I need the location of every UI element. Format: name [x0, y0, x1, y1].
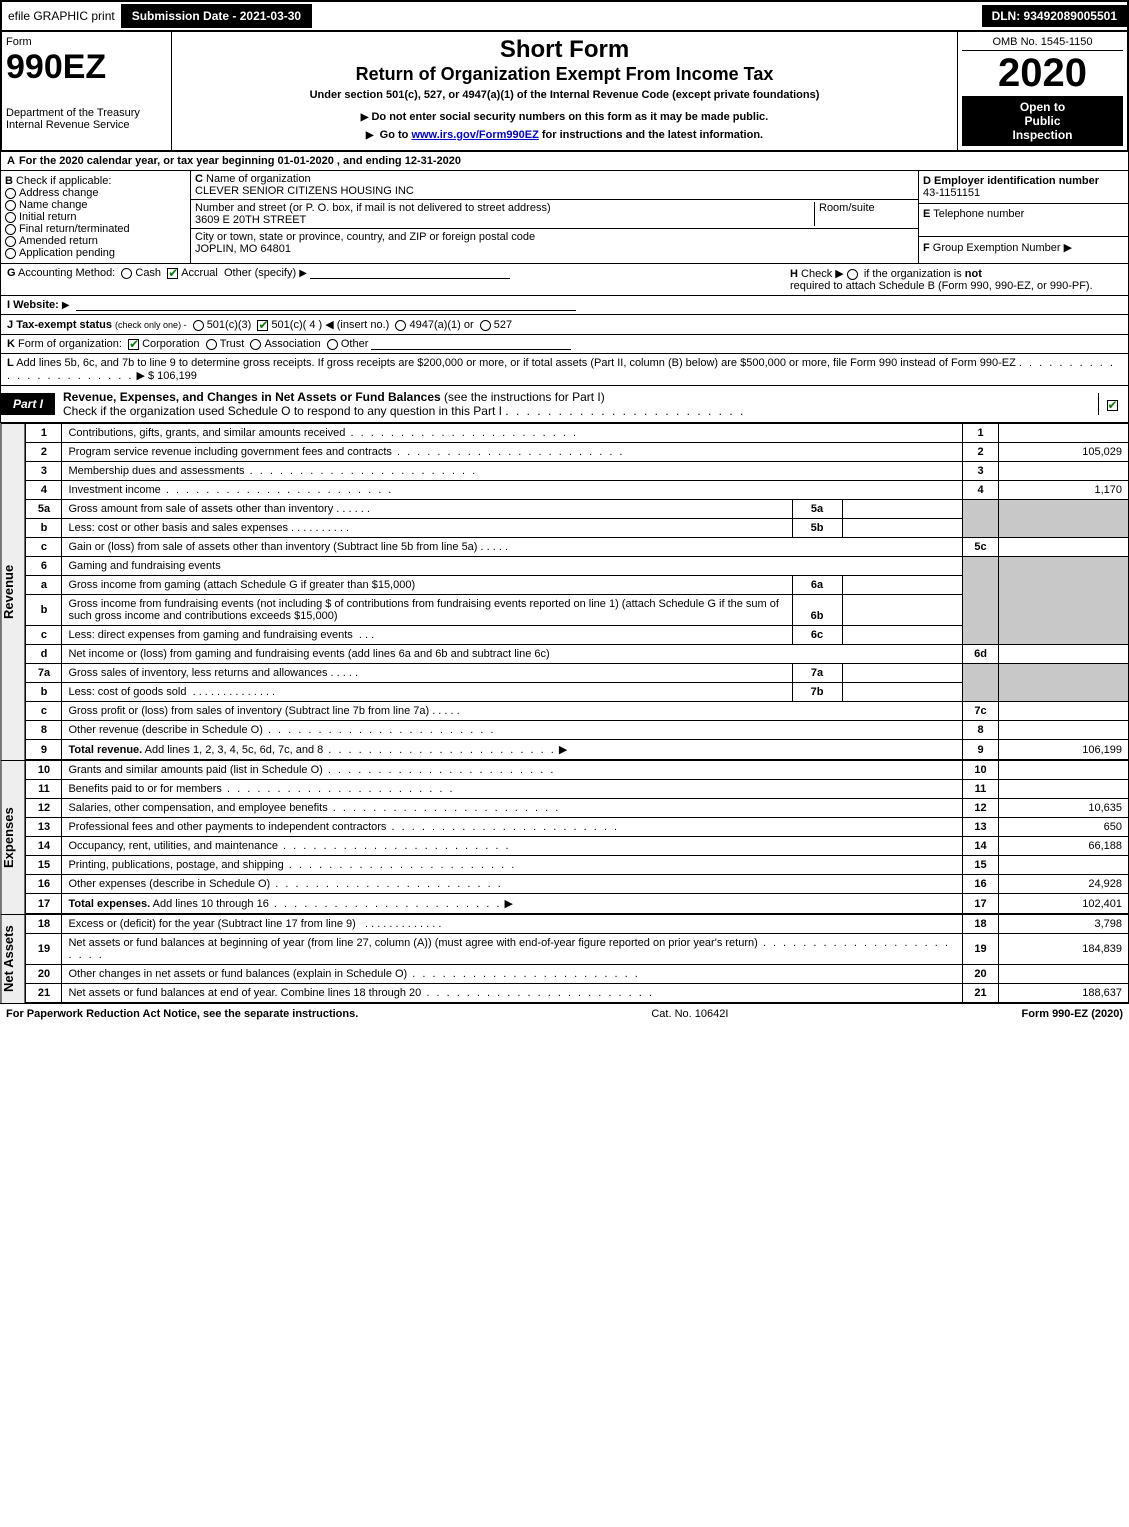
radio-other[interactable]: [327, 339, 338, 350]
radio-cash[interactable]: [121, 268, 132, 279]
checkbox-amended-return[interactable]: [5, 236, 16, 247]
radio-527[interactable]: [480, 320, 491, 331]
tax-year: 2020: [962, 51, 1123, 96]
arrow-icon: [366, 129, 377, 141]
title-return: Return of Organization Exempt From Incom…: [176, 64, 953, 85]
arrow-icon: [62, 299, 73, 311]
expenses-label: Expenses: [0, 760, 25, 914]
line-i: I Website:: [0, 296, 1129, 315]
radio-501c[interactable]: [257, 320, 268, 331]
ein-value: 43-1151151: [923, 187, 980, 199]
omb-number: OMB No. 1545-1150: [962, 36, 1123, 51]
accounting-method-label: Accounting Method:: [18, 267, 115, 279]
entity-info-block: B Check if applicable: Address change Na…: [0, 171, 1129, 264]
check-if-applicable: Check if applicable:: [16, 175, 111, 187]
radio-trust[interactable]: [206, 339, 217, 350]
expenses-table: 10Grants and similar amounts paid (list …: [25, 760, 1129, 914]
arrow-icon: [299, 267, 310, 279]
line-g-h: G Accounting Method: Cash Accrual Other …: [0, 264, 1129, 296]
letter-l: L: [7, 357, 14, 369]
letter-c: C: [195, 173, 203, 185]
city-state-zip: JOPLIN, MO 64801: [195, 243, 291, 255]
check-h-text: Check ▶: [801, 268, 844, 280]
top-toolbar: efile GRAPHIC print Submission Date - 20…: [0, 0, 1129, 32]
room-suite-label: Room/suite: [814, 202, 914, 226]
org-name: CLEVER SENIOR CITIZENS HOUSING INC: [195, 185, 414, 197]
paperwork-notice: For Paperwork Reduction Act Notice, see …: [6, 1008, 358, 1020]
letter-a: A: [7, 155, 15, 167]
form-number: 990EZ: [6, 48, 167, 87]
line-l: L Add lines 5b, 6c, and 7b to line 9 to …: [0, 354, 1129, 386]
letter-b: B: [5, 175, 13, 187]
expenses-section: Expenses 10Grants and similar amounts pa…: [0, 760, 1129, 914]
radio-4947[interactable]: [395, 320, 406, 331]
form-word: Form: [6, 36, 167, 48]
other-specify-input[interactable]: [310, 267, 510, 279]
page-footer: For Paperwork Reduction Act Notice, see …: [0, 1003, 1129, 1024]
gross-receipts-text: Add lines 5b, 6c, and 7b to line 9 to de…: [16, 357, 1016, 369]
form-of-org-label: Form of organization:: [18, 338, 122, 350]
dept-irs: Internal Revenue Service: [6, 119, 167, 131]
group-exemption-label: Group Exemption Number: [933, 242, 1061, 254]
radio-corporation[interactable]: [128, 339, 139, 350]
checkbox-application-pending[interactable]: [5, 248, 16, 259]
part-i-tag: Part I: [1, 393, 55, 415]
website-label: Website:: [13, 299, 59, 311]
dln-label: DLN: 93492089005501: [982, 5, 1127, 27]
submission-date-button[interactable]: Submission Date - 2021-03-30: [121, 4, 312, 28]
radio-501c3[interactable]: [193, 320, 204, 331]
letter-j: J: [7, 319, 13, 331]
arrow-icon: ▶: [1064, 242, 1072, 254]
city-label: City or town, state or province, country…: [195, 231, 535, 243]
checkbox-initial-return[interactable]: [5, 212, 16, 223]
checkbox-schedule-b[interactable]: [847, 269, 858, 280]
ssn-warning: Do not enter social security numbers on …: [371, 111, 768, 123]
name-of-org-label: Name of organization: [206, 173, 311, 185]
letter-h: H: [790, 268, 798, 280]
efile-label: efile GRAPHIC print: [8, 9, 115, 23]
part-i-title: Revenue, Expenses, and Changes in Net As…: [63, 390, 441, 404]
letter-f: F: [923, 242, 930, 254]
letter-i: I: [7, 299, 10, 311]
checkbox-name-change[interactable]: [5, 200, 16, 211]
calendar-year-text: For the 2020 calendar year, or tax year …: [19, 155, 461, 167]
goto-pre: Go to: [380, 129, 412, 141]
revenue-label: Revenue: [0, 423, 25, 760]
revenue-section: Revenue 1Contributions, gifts, grants, a…: [0, 423, 1129, 760]
tax-exempt-label: Tax-exempt status: [16, 319, 112, 331]
line-k: K Form of organization: Corporation Trus…: [0, 335, 1129, 354]
radio-association[interactable]: [250, 339, 261, 350]
radio-accrual[interactable]: [167, 268, 178, 279]
net-assets-table: 18Excess or (deficit) for the year (Subt…: [25, 914, 1129, 1003]
revenue-table: 1Contributions, gifts, grants, and simil…: [25, 423, 1129, 760]
goto-post: for instructions and the latest informat…: [539, 129, 763, 141]
subtitle: Under section 501(c), 527, or 4947(a)(1)…: [176, 89, 953, 101]
gross-receipts-amount: $ 106,199: [148, 370, 197, 382]
net-assets-section: Net Assets 18Excess or (deficit) for the…: [0, 914, 1129, 1003]
line-j: J Tax-exempt status (check only one) - 5…: [0, 315, 1129, 335]
letter-k: K: [7, 338, 15, 350]
title-short-form: Short Form: [176, 36, 953, 64]
checkbox-address-change[interactable]: [5, 188, 16, 199]
irs-link[interactable]: www.irs.gov/Form990EZ: [411, 129, 538, 141]
open-to-public: Open to Public Inspection: [962, 96, 1123, 146]
telephone-label: Telephone number: [933, 208, 1024, 220]
dept-treasury: Department of the Treasury: [6, 107, 167, 119]
cat-no: Cat. No. 10642I: [358, 1008, 1021, 1020]
street-address: 3609 E 20TH STREET: [195, 214, 306, 226]
other-org-input[interactable]: [371, 338, 571, 350]
letter-d: D: [923, 175, 931, 187]
part-i-header: Part I Revenue, Expenses, and Changes in…: [0, 386, 1129, 423]
part-i-sub: Check if the organization used Schedule …: [63, 404, 502, 418]
checkbox-schedule-o[interactable]: [1107, 400, 1118, 411]
net-assets-label: Net Assets: [0, 914, 25, 1003]
letter-e: E: [923, 208, 930, 220]
letter-g: G: [7, 267, 16, 279]
arrow-icon: [361, 111, 372, 123]
street-label: Number and street (or P. O. box, if mail…: [195, 202, 551, 214]
form-header: Form 990EZ Department of the Treasury In…: [0, 32, 1129, 152]
checkbox-final-return[interactable]: [5, 224, 16, 235]
website-input[interactable]: [76, 299, 576, 311]
ein-label: Employer identification number: [934, 175, 1099, 187]
